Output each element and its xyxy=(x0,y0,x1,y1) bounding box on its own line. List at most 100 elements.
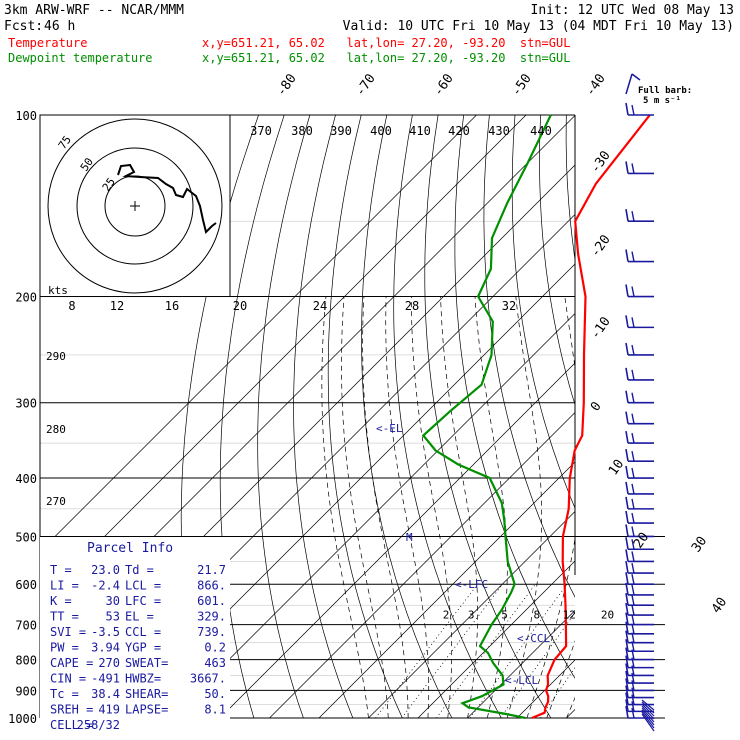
mixing-ratio-line xyxy=(540,666,575,718)
hodo-speed-label: 32 xyxy=(502,299,516,313)
theta-e-label: 440 xyxy=(530,124,552,138)
parcel-info-cell: 0.2 xyxy=(204,641,226,655)
wind-barb-flag xyxy=(625,465,629,479)
parcel-info-cell: -491 xyxy=(91,672,120,686)
parcel-info-cell: EL = xyxy=(125,610,154,624)
theta-e-label: 380 xyxy=(291,124,313,138)
parcel-info-cell: 463 xyxy=(204,656,226,670)
hodo-speed-label: 24 xyxy=(313,299,327,313)
wind-barb-flag xyxy=(625,549,629,562)
parcel-info-cell: Td = xyxy=(125,563,154,577)
temperature-info: x,y=651.21, 65.02 lat,lon= 27.20, -93.20… xyxy=(202,36,570,50)
parcel-info-cell: PW = xyxy=(50,641,79,655)
isotherm xyxy=(170,313,575,718)
wind-key-line1: Full barb: xyxy=(638,86,692,96)
parcel-info-cell: CCL = xyxy=(125,625,161,639)
parcel-info-cell: 23.0 xyxy=(91,563,120,577)
isotherm xyxy=(269,412,575,718)
dry-adiabat xyxy=(669,115,740,718)
isotherm xyxy=(318,461,575,718)
wind-barb-flag xyxy=(625,602,629,616)
mixing-ratio-label: 3 xyxy=(468,609,475,622)
pressure-label: 200 xyxy=(15,291,37,305)
wind-barb-flag xyxy=(625,678,629,691)
hodograph-trace xyxy=(117,163,217,234)
mixing-ratio-label: 20 xyxy=(601,609,614,622)
wind-barb-flag xyxy=(631,551,635,562)
isotherm-label: -70 xyxy=(353,71,379,99)
wind-barb-flag xyxy=(631,641,635,652)
sounding-annotation: <-EL xyxy=(376,422,403,435)
wind-barb-low xyxy=(641,713,655,732)
pressure-label: 900 xyxy=(15,684,37,698)
wind-barb-flag xyxy=(625,411,629,424)
moist-adiabat xyxy=(506,296,543,718)
parcel-info-cell: 53 xyxy=(106,610,120,624)
parcel-info-cell: T = xyxy=(50,563,72,577)
isotherm-label: -50 xyxy=(509,71,535,99)
wind-barb-flag xyxy=(631,104,635,116)
parcel-info-cell: 30 xyxy=(106,594,120,608)
isotherm-label: -10 xyxy=(588,314,614,342)
theta-label: 290 xyxy=(46,350,66,363)
parcel-info-cell: 8.1 xyxy=(204,703,226,717)
parcel-info-cell: 601. xyxy=(197,594,226,608)
dewpoint-info: x,y=651.21, 65.02 lat,lon= 27.20, -93.20… xyxy=(202,51,570,65)
wind-barb-flag xyxy=(625,572,629,585)
wind-barb-flag xyxy=(631,614,635,625)
parcel-info-cell: LFC = xyxy=(125,594,161,608)
pressure-label: 500 xyxy=(15,530,37,544)
wind-barb-low xyxy=(641,709,655,726)
dry-adiabat xyxy=(483,115,575,598)
moist-adiabat xyxy=(440,296,478,718)
wind-barb-flag xyxy=(625,430,629,444)
wind-barb-flag xyxy=(625,655,629,668)
hodo-units: kts xyxy=(48,284,68,297)
temperature-legend: Temperature xyxy=(8,36,87,50)
model-title: 3km ARW-WRF -- NCAR/MMM xyxy=(4,3,184,18)
wind-barb-flag xyxy=(631,392,635,403)
wind-key-line2: 5 m s⁻¹ xyxy=(643,96,681,106)
theta-e-label: 390 xyxy=(330,124,352,138)
theta-e-label: 420 xyxy=(448,124,470,138)
hodo-ring-label: 25 xyxy=(100,175,118,193)
wind-barb-flag xyxy=(631,498,635,510)
wind-barb-flag xyxy=(631,680,635,691)
dry-adiabat xyxy=(565,115,575,262)
wind-barb-low xyxy=(641,705,655,720)
wind-barb-flag xyxy=(631,574,635,585)
isotherm xyxy=(40,115,477,552)
mixing-ratio-line xyxy=(401,583,503,718)
wind-barb-flag xyxy=(625,524,629,537)
wind-barb-flag xyxy=(631,286,635,297)
parcel-info-cell: CAPE = xyxy=(50,656,93,670)
wind-barb-flag xyxy=(625,685,629,698)
isotherm-label: -20 xyxy=(588,232,614,260)
parcel-info-cell: K = xyxy=(50,594,72,608)
wind-barb-flag xyxy=(631,694,635,705)
wind-barb-flag xyxy=(631,539,635,550)
hodo-ring xyxy=(47,118,223,294)
theta-label: 280 xyxy=(46,423,66,436)
wind-barb-flag xyxy=(631,632,635,643)
wind-barb-flag xyxy=(631,623,635,634)
dry-adiabat xyxy=(539,115,575,406)
theta-e-label: 410 xyxy=(409,124,431,138)
parcel-info-cell: HWBZ= xyxy=(125,672,161,686)
wind-barb-flag xyxy=(625,612,629,625)
wind-barb-low xyxy=(641,711,655,729)
wind-barb-flag xyxy=(625,593,629,606)
wind-barb-flag xyxy=(631,451,635,462)
wind-barb-flag xyxy=(631,687,635,698)
dry-adiabat xyxy=(592,115,740,718)
dry-adiabat xyxy=(393,115,502,718)
parcel-info-title: Parcel Info xyxy=(87,541,173,556)
moist-adiabat xyxy=(385,296,430,718)
dry-adiabat xyxy=(511,115,575,510)
dry-adiabat xyxy=(293,115,354,718)
wind-barb-flag xyxy=(625,670,629,684)
parcel-info-cell: 21.7 xyxy=(197,563,226,577)
fcst-value: 46 h xyxy=(44,19,75,34)
parcel-info-cell: 3.94 xyxy=(91,641,120,655)
isotherm-label: 40 xyxy=(709,595,730,616)
